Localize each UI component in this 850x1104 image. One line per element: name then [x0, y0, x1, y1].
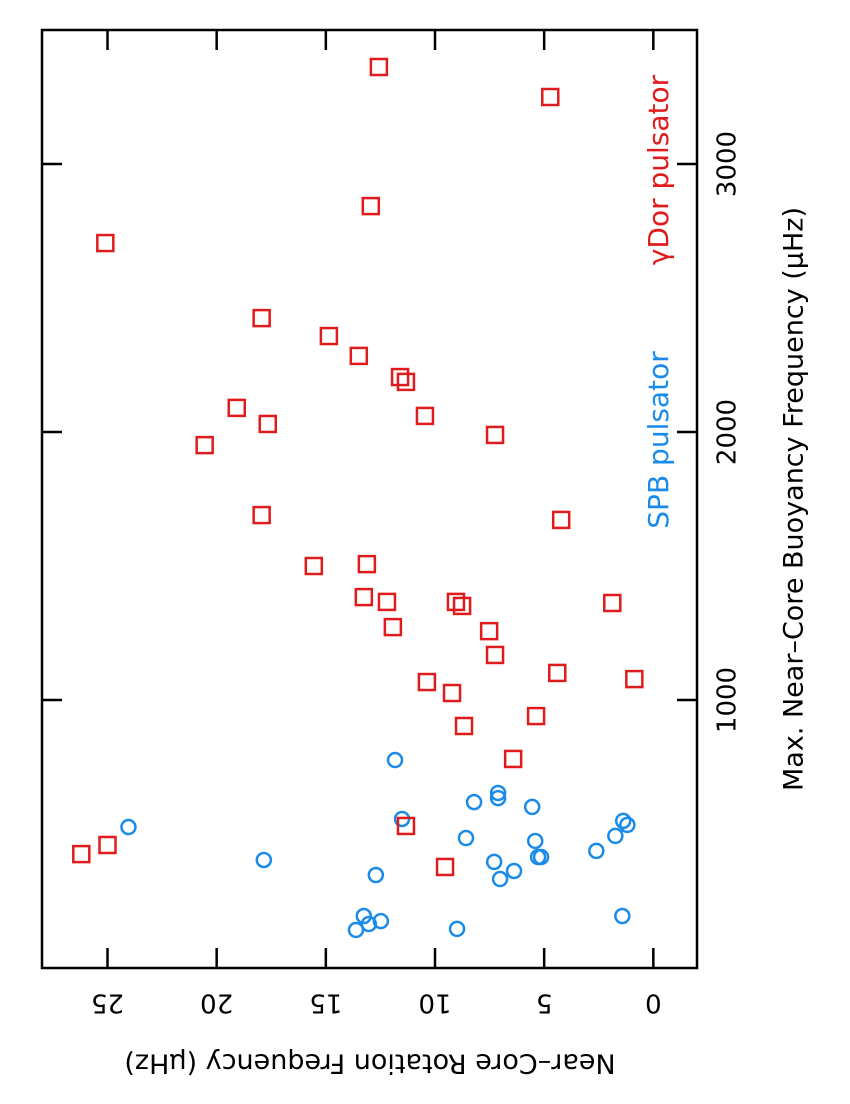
legend-label: SPB pulsator: [642, 351, 675, 529]
marker-circle: [372, 912, 390, 930]
marker-circle: [489, 784, 507, 802]
marker-circle: [607, 827, 624, 845]
marker-square: [452, 596, 472, 616]
marker-square: [98, 835, 117, 855]
marker-square: [435, 857, 455, 877]
marker-square: [551, 510, 571, 530]
marker-circle: [485, 853, 503, 871]
marker-square: [503, 749, 523, 769]
marker-circle: [532, 848, 550, 866]
marker-square: [454, 716, 474, 736]
marker-square: [227, 398, 247, 418]
marker-square: [415, 406, 435, 426]
marker-square: [396, 372, 416, 392]
marker-circle: [448, 920, 466, 938]
marker-circle: [491, 870, 509, 888]
marker-square: [442, 683, 462, 703]
marker-circle: [457, 829, 475, 847]
marker-square: [369, 57, 389, 77]
marker-circle: [526, 832, 544, 850]
marker-circle: [614, 812, 632, 830]
marker-circle: [523, 798, 541, 816]
x-tick-label: 3000: [713, 131, 743, 197]
marker-square: [357, 554, 377, 574]
marker-square: [349, 346, 369, 366]
marker-square: [361, 196, 381, 216]
marker-circle: [120, 818, 137, 836]
marker-circle: [505, 862, 523, 880]
marker-square: [625, 669, 644, 689]
marker-circle: [489, 789, 507, 807]
marker-square: [390, 367, 410, 387]
marker-square: [417, 672, 437, 692]
x-axis-label: Max. Near–Core Buoyancy Frequency (μHz): [779, 207, 810, 791]
marker-square: [258, 414, 278, 434]
marker-square: [377, 592, 397, 612]
y-tick-label: 25: [91, 988, 124, 1018]
marker-square: [304, 556, 324, 576]
marker-circle: [355, 907, 373, 925]
marker-square: [252, 308, 271, 328]
y-tick-label: 10: [418, 988, 451, 1018]
x-tick-label: 2000: [713, 399, 743, 465]
marker-square: [319, 326, 339, 346]
marker-square: [396, 816, 416, 836]
marker-square: [526, 706, 546, 726]
marker-square: [485, 645, 505, 665]
marker-square: [541, 87, 560, 107]
marker-circle: [588, 842, 605, 860]
marker-circle: [465, 793, 483, 811]
marker-square: [446, 592, 466, 612]
x-tick-label: 1000: [713, 667, 743, 733]
y-tick-label: 20: [200, 988, 233, 1018]
marker-circle: [367, 866, 385, 884]
y-tick-label: 0: [645, 988, 662, 1018]
y-tick-label: 5: [536, 988, 553, 1018]
marker-circle: [386, 751, 404, 769]
marker-circle: [255, 851, 273, 869]
marker-square: [354, 587, 374, 607]
marker-square: [603, 593, 622, 613]
marker-square: [548, 663, 567, 683]
marker-square: [383, 617, 403, 637]
marker-circle: [347, 921, 365, 939]
marker-square: [96, 233, 115, 253]
marker-square: [479, 621, 499, 641]
marker-square: [252, 505, 271, 525]
plot-frame: [40, 28, 699, 970]
marker-square: [485, 425, 505, 445]
y-axis-label: Near–Core Rotation Frequency (μHz): [124, 1048, 615, 1079]
marker-square: [195, 435, 214, 455]
y-tick-label: 15: [309, 988, 342, 1018]
marker-circle: [619, 816, 636, 834]
marker-square: [72, 844, 91, 864]
marker-circle: [614, 907, 631, 925]
legend-label: γDor pulsator: [642, 74, 675, 265]
